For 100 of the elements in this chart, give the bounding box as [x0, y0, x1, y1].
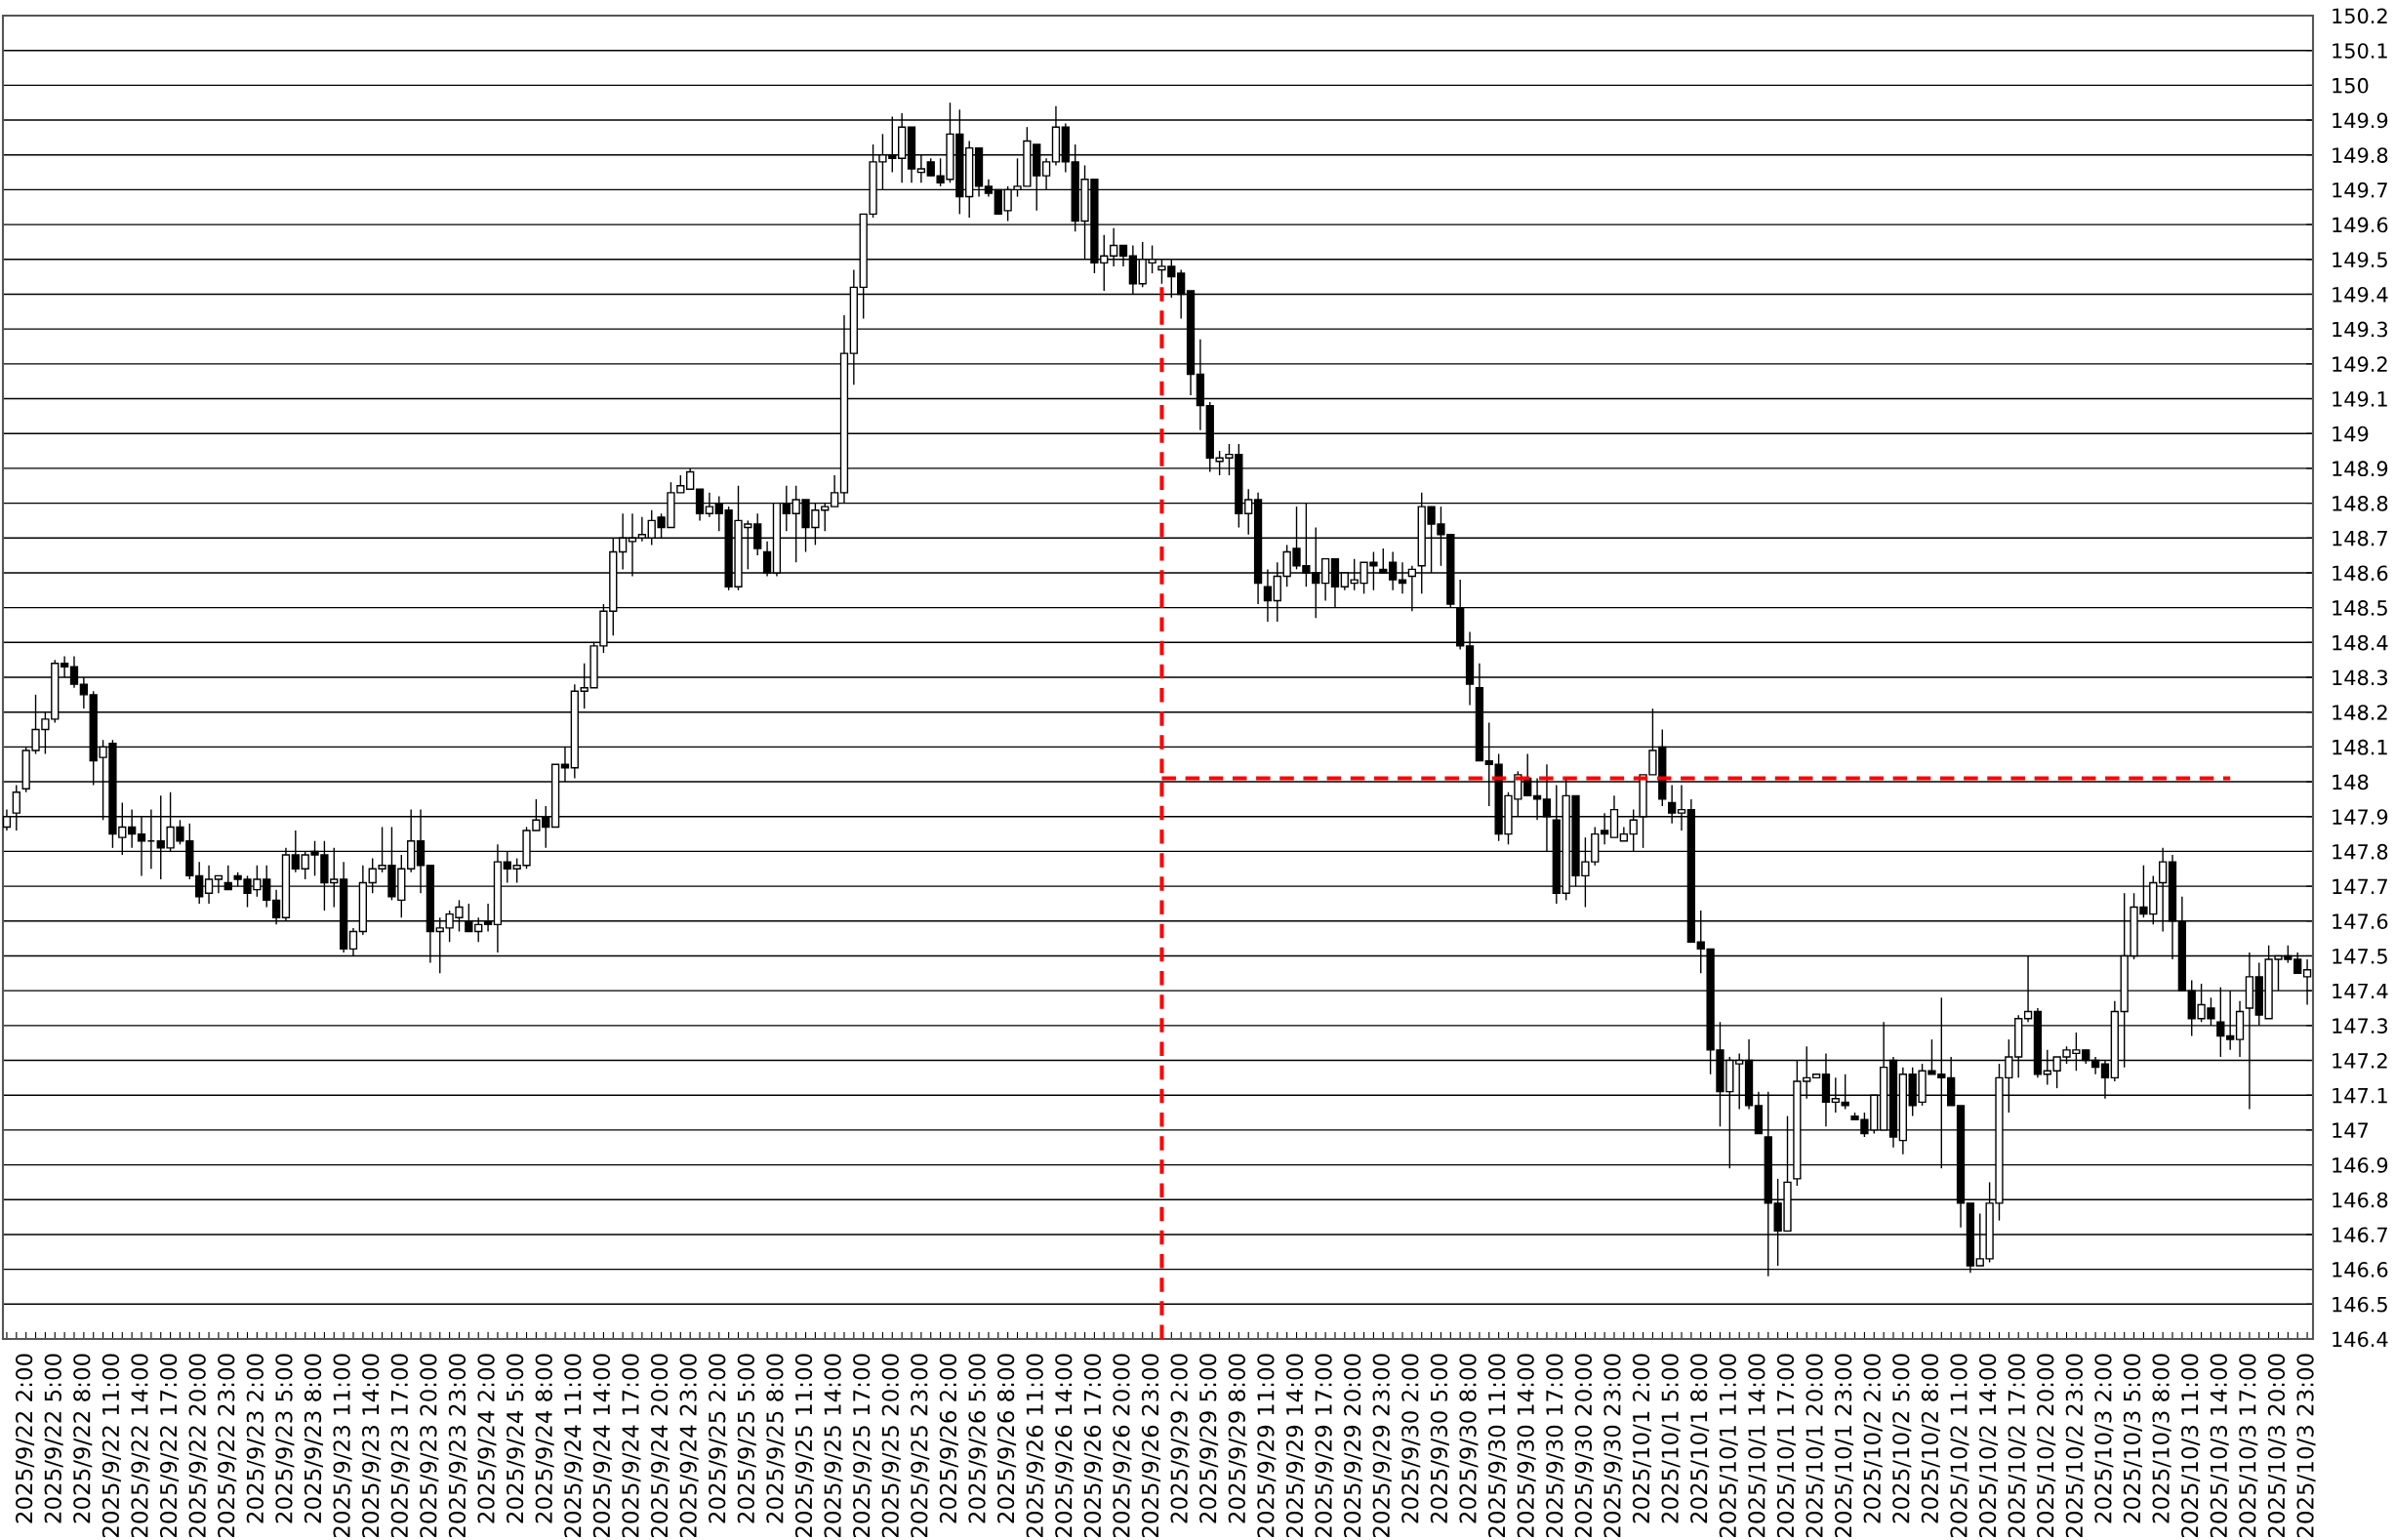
x-tick-label: 2025/9/22 14:00	[131, 1354, 150, 1538]
x-tick-label: 2025/10/3 8:00	[2152, 1354, 2171, 1523]
x-tick-label: 2025/9/29 11:00	[1257, 1354, 1277, 1538]
x-tick-label: 2025/9/29 17:00	[1315, 1354, 1334, 1538]
x-tick-label: 2025/9/23 8:00	[304, 1354, 323, 1523]
x-tick-label: 2025/9/26 8:00	[996, 1354, 1017, 1523]
x-tick-label: 2025/10/3 14:00	[2210, 1354, 2229, 1538]
y-tick-label: 147.9	[2333, 809, 2388, 825]
x-tick-label: 2025/9/24 14:00	[592, 1354, 612, 1538]
x-tick-label: 2025/10/2 11:00	[1950, 1354, 1969, 1538]
x-tick-label: 2025/9/24 17:00	[622, 1354, 641, 1538]
x-tick-label: 2025/9/25 11:00	[794, 1354, 814, 1538]
y-tick-label: 146.4	[2333, 1331, 2388, 1348]
x-tick-label: 2025/10/1 2:00	[1632, 1354, 1652, 1523]
y-tick-label: 148.5	[2333, 600, 2387, 616]
x-tick-label: 2025/9/24 11:00	[564, 1354, 584, 1538]
x-tick-label: 2025/9/25 8:00	[766, 1354, 786, 1523]
x-tick-label: 2025/9/23 14:00	[362, 1354, 382, 1538]
x-tick-label: 2025/10/2 20:00	[2037, 1354, 2056, 1538]
x-tick-label: 2025/9/24 2:00	[477, 1354, 497, 1523]
x-tick-label: 2025/9/23 17:00	[390, 1354, 410, 1538]
x-tick-label: 2025/9/22 17:00	[159, 1354, 180, 1538]
x-tick-label: 2025/9/23 23:00	[448, 1354, 467, 1538]
x-tick-label: 2025/9/22 5:00	[44, 1354, 63, 1523]
x-tick-label: 2025/9/29 20:00	[1344, 1354, 1363, 1538]
x-tick-label: 2025/10/3 5:00	[2123, 1354, 2143, 1523]
y-tick-label: 147.4	[2333, 983, 2388, 999]
y-tick-label: 148.7	[2333, 530, 2387, 547]
x-tick-label: 2025/10/2 2:00	[1863, 1354, 1883, 1523]
x-tick-label: 2025/10/2 14:00	[1978, 1354, 1999, 1538]
x-tick-label: 2025/9/30 8:00	[1459, 1354, 1479, 1523]
y-tick-label: 149.4	[2333, 286, 2388, 303]
x-tick-label: 2025/9/30 5:00	[1430, 1354, 1449, 1523]
x-tick-label: 2025/9/30 11:00	[1487, 1354, 1508, 1538]
y-tick-label: 150	[2333, 77, 2369, 94]
y-tick-label: 147.2	[2333, 1052, 2387, 1069]
x-tick-label: 2025/9/26 14:00	[1055, 1354, 1075, 1538]
y-tick-label: 149.2	[2333, 356, 2387, 373]
y-tick-label: 147.5	[2333, 949, 2387, 964]
x-tick-label: 2025/9/29 2:00	[1170, 1354, 1190, 1523]
y-tick-label: 149	[2333, 426, 2369, 442]
x-tick-label: 2025/9/29 23:00	[1372, 1354, 1392, 1538]
x-tick-label: 2025/10/2 8:00	[1921, 1354, 1940, 1523]
x-tick-label: 2025/9/24 23:00	[679, 1354, 699, 1538]
y-tick-label: 146.7	[2333, 1227, 2387, 1243]
x-tick-label: 2025/10/3 23:00	[2296, 1354, 2316, 1538]
x-tick-label: 2025/9/25 23:00	[911, 1354, 930, 1538]
x-tick-label: 2025/10/2 5:00	[1892, 1354, 1912, 1523]
x-tick-label: 2025/9/24 8:00	[535, 1354, 554, 1523]
x-tick-label: 2025/10/1 17:00	[1776, 1354, 1796, 1538]
y-tick-label: 150.1	[2333, 43, 2387, 59]
x-tick-label: 2025/9/26 11:00	[1026, 1354, 1045, 1538]
y-tick-label: 149.6	[2333, 217, 2388, 233]
x-tick-label: 2025/10/3 11:00	[2181, 1354, 2201, 1538]
x-tick-label: 2025/10/1 23:00	[1835, 1354, 1854, 1538]
x-tick-label: 2025/10/3 20:00	[2267, 1354, 2287, 1538]
x-tick-label: 2025/9/30 17:00	[1546, 1354, 1565, 1538]
x-tick-label: 2025/9/26 20:00	[1113, 1354, 1132, 1538]
y-tick-label: 148.3	[2333, 669, 2388, 686]
y-tick-label: 150.2	[2333, 8, 2387, 24]
x-tick-label: 2025/10/3 2:00	[2094, 1354, 2114, 1523]
y-tick-label: 147.8	[2333, 843, 2388, 860]
x-tick-label: 2025/9/26 2:00	[939, 1354, 958, 1523]
x-tick-label: 2025/9/29 8:00	[1228, 1354, 1247, 1523]
y-tick-label: 147.3	[2333, 1018, 2388, 1034]
y-tick-label: 149.5	[2333, 252, 2387, 267]
x-tick-label: 2025/9/22 8:00	[73, 1354, 93, 1523]
x-tick-label: 2025/9/26 5:00	[968, 1354, 988, 1523]
x-tick-label: 2025/9/25 17:00	[853, 1354, 872, 1538]
x-tick-label: 2025/9/25 2:00	[709, 1354, 728, 1523]
y-tick-label: 146.8	[2333, 1192, 2388, 1208]
x-tick-label: 2025/10/1 11:00	[1719, 1354, 1738, 1538]
x-tick-label: 2025/9/23 11:00	[333, 1354, 352, 1538]
x-tick-label: 2025/9/30 14:00	[1517, 1354, 1536, 1538]
x-tick-label: 2025/9/30 20:00	[1574, 1354, 1594, 1538]
x-tick-label: 2025/9/29 14:00	[1285, 1354, 1305, 1538]
y-tick-label: 147	[2333, 1122, 2369, 1138]
x-tick-label: 2025/9/22 2:00	[15, 1354, 35, 1523]
x-tick-label: 2025/9/23 20:00	[420, 1354, 439, 1538]
x-tick-label: 2025/10/1 14:00	[1748, 1354, 1767, 1538]
x-tick-label: 2025/9/22 23:00	[218, 1354, 237, 1538]
x-tick-label: 2025/10/2 23:00	[2065, 1354, 2085, 1538]
y-tick-label: 148.1	[2333, 739, 2387, 755]
x-tick-label: 2025/9/24 20:00	[650, 1354, 670, 1538]
x-tick-label: 2025/10/1 5:00	[1661, 1354, 1681, 1523]
y-tick-label: 148.4	[2333, 634, 2388, 651]
y-tick-label: 147.7	[2333, 878, 2387, 895]
x-tick-label: 2025/9/23 5:00	[275, 1354, 295, 1523]
y-tick-label: 148.2	[2333, 705, 2387, 720]
y-tick-label: 148	[2333, 774, 2369, 790]
y-tick-label: 148.6	[2333, 565, 2388, 582]
y-tick-label: 149.3	[2333, 321, 2388, 338]
y-tick-label: 147.6	[2333, 913, 2388, 929]
x-tick-label: 2025/9/29 5:00	[1199, 1354, 1219, 1523]
y-tick-label: 149.7	[2333, 182, 2387, 198]
x-tick-label: 2025/9/22 11:00	[101, 1354, 121, 1538]
x-tick-label: 2025/9/22 20:00	[188, 1354, 208, 1538]
x-tick-label: 2025/10/1 8:00	[1690, 1354, 1710, 1523]
x-tick-label: 2025/9/24 5:00	[506, 1354, 526, 1523]
x-tick-label: 2025/9/25 5:00	[737, 1354, 756, 1523]
